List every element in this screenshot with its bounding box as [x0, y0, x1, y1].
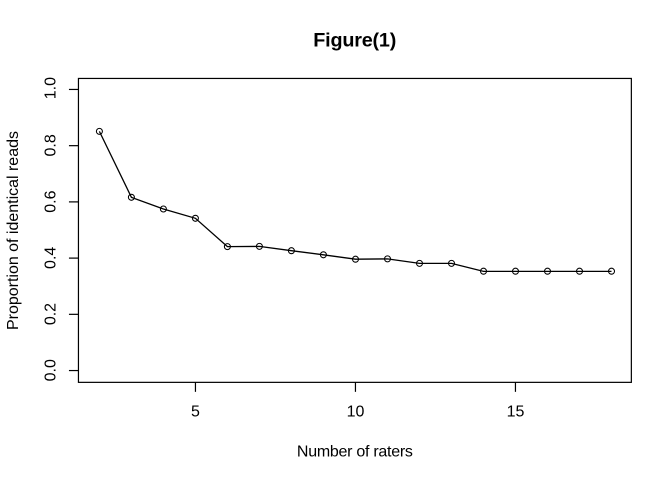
- svg-text:5: 5: [191, 404, 200, 421]
- svg-text:Proportion of identical reads: Proportion of identical reads: [5, 131, 22, 330]
- svg-text:15: 15: [507, 404, 525, 421]
- svg-text:0.8: 0.8: [42, 134, 59, 156]
- svg-text:0.4: 0.4: [42, 247, 59, 269]
- svg-text:0.0: 0.0: [42, 359, 59, 381]
- svg-text:0.6: 0.6: [42, 190, 59, 212]
- svg-text:10: 10: [347, 404, 365, 421]
- svg-text:1.0: 1.0: [42, 77, 59, 99]
- svg-text:Number of raters: Number of raters: [297, 443, 413, 460]
- svg-text:Figure(1): Figure(1): [313, 30, 396, 52]
- svg-text:0.2: 0.2: [42, 303, 59, 325]
